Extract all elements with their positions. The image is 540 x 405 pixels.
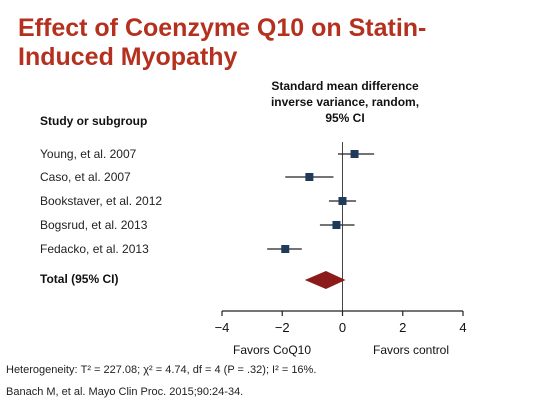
- study-point-marker: [281, 245, 290, 253]
- title-line-1: Effect of Coenzyme Q10 on Statin-: [18, 14, 427, 42]
- favors-right-label: Favors control: [373, 343, 450, 357]
- x-tick-label: 0: [339, 320, 346, 335]
- favors-left-label: Favors CoQ10: [233, 343, 312, 357]
- ci-header-line-2: inverse variance, random,: [270, 95, 420, 109]
- title-line-2: Induced Myopathy: [18, 43, 238, 71]
- ci-header-line-3: 95% CI: [325, 111, 365, 125]
- study-point-marker: [350, 150, 359, 158]
- ci-column-header: Standard mean difference inverse varianc…: [250, 78, 440, 126]
- total-label: Total (95% CI): [40, 272, 119, 286]
- ci-header-line-1: Standard mean difference: [271, 79, 419, 93]
- study-point-marker: [305, 173, 314, 181]
- study-point-marker: [332, 221, 341, 229]
- study-label-fedacko: Fedacko, et al. 2013: [40, 242, 149, 256]
- study-column-header: Study or subgroup: [40, 114, 148, 128]
- study-label-young: Young, et al. 2007: [40, 147, 137, 161]
- x-tick-label: −2: [275, 320, 290, 335]
- study-label-bookstaver: Bookstaver, et al. 2012: [40, 194, 163, 208]
- x-tick-label: 4: [459, 320, 466, 335]
- study-label-caso: Caso, et al. 2007: [40, 170, 131, 184]
- slide-title: Effect of Coenzyme Q10 on Statin- Induce…: [18, 14, 518, 72]
- study-label-bogsrud: Bogsrud, et al. 2013: [40, 218, 148, 232]
- x-tick-label: −4: [215, 320, 230, 335]
- heterogeneity-footnote: Heterogeneity: Τ² = 227.08; χ² = 4.74, d…: [6, 364, 317, 376]
- total-diamond: [304, 271, 346, 289]
- x-tick-label: 2: [399, 320, 406, 335]
- citation-footnote: Banach M, et al. Mayo Clin Proc. 2015;90…: [6, 386, 244, 398]
- study-point-marker: [338, 197, 347, 205]
